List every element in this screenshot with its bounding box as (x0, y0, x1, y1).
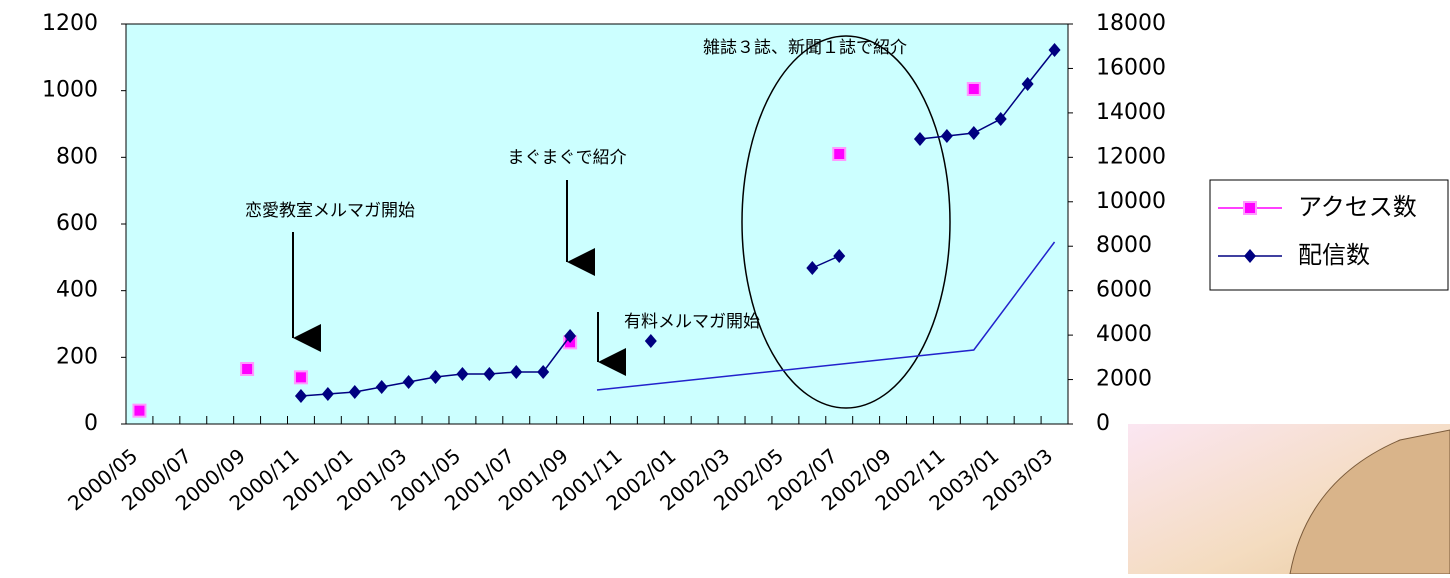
marker (294, 389, 307, 403)
marker (832, 147, 847, 161)
marker (940, 129, 953, 143)
annotation-ellipse (741, 35, 951, 409)
series-line (596, 241, 1056, 391)
series-line (812, 255, 840, 269)
annotation: 雑誌３誌、新聞１誌で紹介 (703, 38, 907, 58)
annotation: まぐまぐで紹介 (507, 148, 626, 168)
marker (537, 365, 550, 379)
marker (483, 367, 496, 381)
decorative-figure (1289, 429, 1450, 575)
marker (293, 370, 308, 385)
marker (1021, 77, 1034, 91)
y-tick-label: 600 (56, 211, 98, 236)
y2-tick-label: 12000 (1096, 144, 1166, 169)
marker (913, 132, 926, 146)
marker (806, 261, 819, 275)
y2-tick-label: 8000 (1096, 233, 1152, 258)
legend-box (1209, 179, 1449, 291)
marker (564, 329, 577, 343)
legend-label: アクセス数 (1298, 193, 1417, 221)
marker (994, 112, 1007, 126)
marker (1048, 43, 1061, 57)
y2-tick-label: 14000 (1096, 100, 1166, 125)
marker (456, 367, 469, 381)
y2-tick-label: 18000 (1096, 11, 1166, 36)
marker (429, 370, 442, 384)
marker (375, 380, 388, 394)
marker (644, 334, 657, 348)
legend-marker (1244, 249, 1256, 263)
marker (402, 375, 415, 389)
marker (967, 126, 980, 140)
y-tick-label: 800 (56, 144, 98, 169)
plot-area (125, 23, 1069, 425)
y2-tick-label: 0 (1096, 411, 1110, 436)
marker (240, 362, 255, 376)
y2-tick-label: 4000 (1096, 322, 1152, 347)
legend-marker (1243, 201, 1257, 215)
y2-tick-label: 6000 (1096, 278, 1152, 303)
y2-tick-label: 10000 (1096, 189, 1166, 214)
y-tick-label: 400 (56, 278, 98, 303)
marker (348, 385, 361, 399)
y-tick-label: 1000 (42, 78, 98, 103)
marker (966, 82, 981, 96)
marker (321, 387, 334, 401)
y-tick-label: 1200 (42, 11, 98, 36)
marker (510, 365, 523, 379)
y-tick-label: 0 (84, 411, 98, 436)
y-tick-label: 200 (56, 344, 98, 369)
y2-tick-label: 16000 (1096, 55, 1166, 80)
legend-label: 配信数 (1298, 241, 1370, 269)
marker (132, 403, 147, 418)
y2-tick-label: 2000 (1096, 367, 1152, 392)
annotation: 恋愛教室メルマガ開始 (245, 200, 415, 221)
annotation: 有料メルマガ開始 (624, 312, 760, 332)
marker (833, 249, 846, 263)
